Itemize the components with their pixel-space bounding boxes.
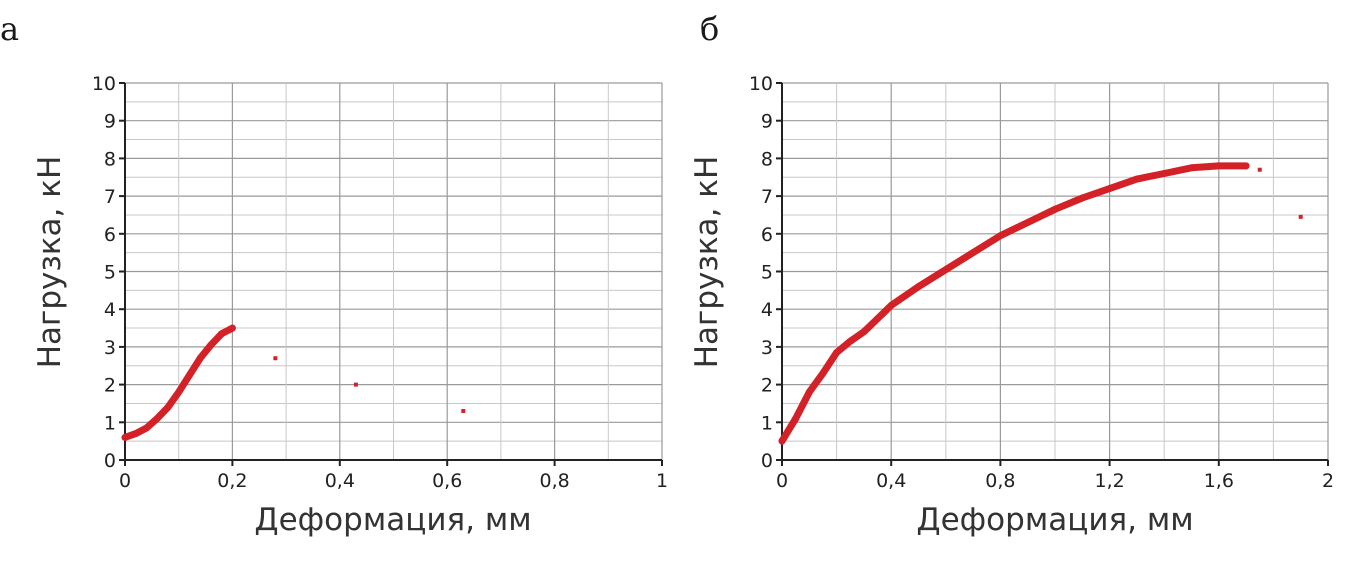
data-point — [218, 330, 226, 338]
chart-a: 0 1 2 3 4 5 6 7 8 9 10 0 0,2 0,4 0,6 0,8 1 Деформация, мм… — [32, 73, 668, 538]
y-tick-label: 10 — [92, 73, 116, 95]
data-point — [1051, 205, 1059, 213]
y-tick-label: 10 — [749, 73, 773, 95]
data-point — [1106, 185, 1113, 192]
data-point — [164, 403, 172, 411]
data-point — [1215, 162, 1223, 170]
y-tick-label: 3 — [761, 337, 773, 359]
data-point — [833, 349, 840, 356]
x-tick-label: 0,6 — [432, 470, 462, 492]
data-point — [153, 415, 161, 422]
x-tick-label: 1 — [656, 470, 668, 492]
data-point — [792, 415, 800, 422]
grid — [124, 82, 663, 461]
y-tick-label: 0 — [104, 450, 116, 472]
isolated-point — [353, 382, 358, 387]
data-point — [229, 324, 236, 332]
data-point — [121, 433, 129, 441]
data-point — [1078, 194, 1086, 202]
data-point — [778, 437, 786, 445]
data-point — [1188, 164, 1195, 172]
data-point — [207, 341, 215, 349]
y-tick-label: 9 — [104, 111, 116, 133]
y-tick-label: 8 — [761, 148, 773, 170]
data-point — [175, 388, 183, 396]
data-point — [997, 232, 1004, 240]
y-tick-label: 6 — [761, 224, 773, 246]
x-tick-label: 0,8 — [539, 470, 569, 492]
y-tick-label: 7 — [104, 186, 116, 208]
x-tick-label: 0,2 — [217, 470, 247, 492]
y-tick-label: 3 — [104, 337, 116, 359]
chart-b: 0 1 2 3 4 5 6 7 8 9 10 0 0,4 0,8 1,2 1,6 2 Деформация, мм… — [689, 73, 1334, 538]
data-point — [196, 354, 204, 362]
isolated-point — [1298, 214, 1303, 219]
isolated-point — [1257, 167, 1262, 172]
panel-label-a: а — [0, 10, 20, 48]
y-axis-title: Нагрузка, кН — [689, 156, 725, 369]
data-point — [805, 388, 813, 396]
x-tick-label: 1,2 — [1094, 470, 1124, 492]
y-axis-title: Нагрузка, кН — [32, 156, 68, 369]
x-tick-label: 0,4 — [325, 470, 355, 492]
y-tick-label: 4 — [761, 299, 773, 321]
y-tick-label: 9 — [761, 111, 773, 133]
y-tick-label: 8 — [104, 148, 116, 170]
y-tick-label: 1 — [104, 412, 116, 434]
y-tick-label: 2 — [761, 375, 773, 397]
y-tick-label: 7 — [761, 186, 773, 208]
data-point — [1160, 170, 1168, 177]
data-point — [860, 328, 868, 336]
grid — [781, 82, 1329, 461]
y-tick-label: 2 — [104, 375, 116, 397]
data-point — [1133, 175, 1141, 183]
x-axis-title: Деформация, мм — [916, 502, 1193, 538]
y-tick-label: 5 — [761, 262, 773, 284]
data-point — [1024, 219, 1032, 226]
data-point — [915, 283, 922, 290]
x-axis-title: Деформация, мм — [254, 502, 531, 538]
data-point — [143, 424, 150, 432]
data-point — [846, 337, 854, 345]
isolated-point — [273, 356, 278, 361]
data-point — [874, 315, 881, 323]
y-tick-label: 6 — [104, 224, 116, 246]
isolated-point — [461, 408, 466, 413]
y-tick-label: 5 — [104, 262, 116, 284]
data-point — [942, 266, 950, 274]
data-point — [186, 371, 193, 379]
y-tick-label: 4 — [104, 299, 116, 321]
x-tick-label: 0 — [119, 470, 131, 492]
data-point — [887, 302, 895, 309]
x-tick-label: 0,8 — [985, 470, 1015, 492]
panel-label-b: б — [700, 10, 720, 48]
data-point — [969, 249, 977, 257]
x-tick-label: 1,6 — [1204, 470, 1234, 492]
data-curve — [778, 162, 1250, 445]
x-tick-label: 2 — [1322, 470, 1334, 492]
data-point — [132, 430, 140, 438]
data-point — [1242, 162, 1250, 170]
data-point — [819, 369, 827, 377]
x-tick-label: 0 — [776, 470, 788, 492]
x-tick-label: 0,4 — [876, 470, 906, 492]
y-tick-label: 0 — [761, 450, 773, 472]
y-tick-label: 1 — [761, 412, 773, 434]
